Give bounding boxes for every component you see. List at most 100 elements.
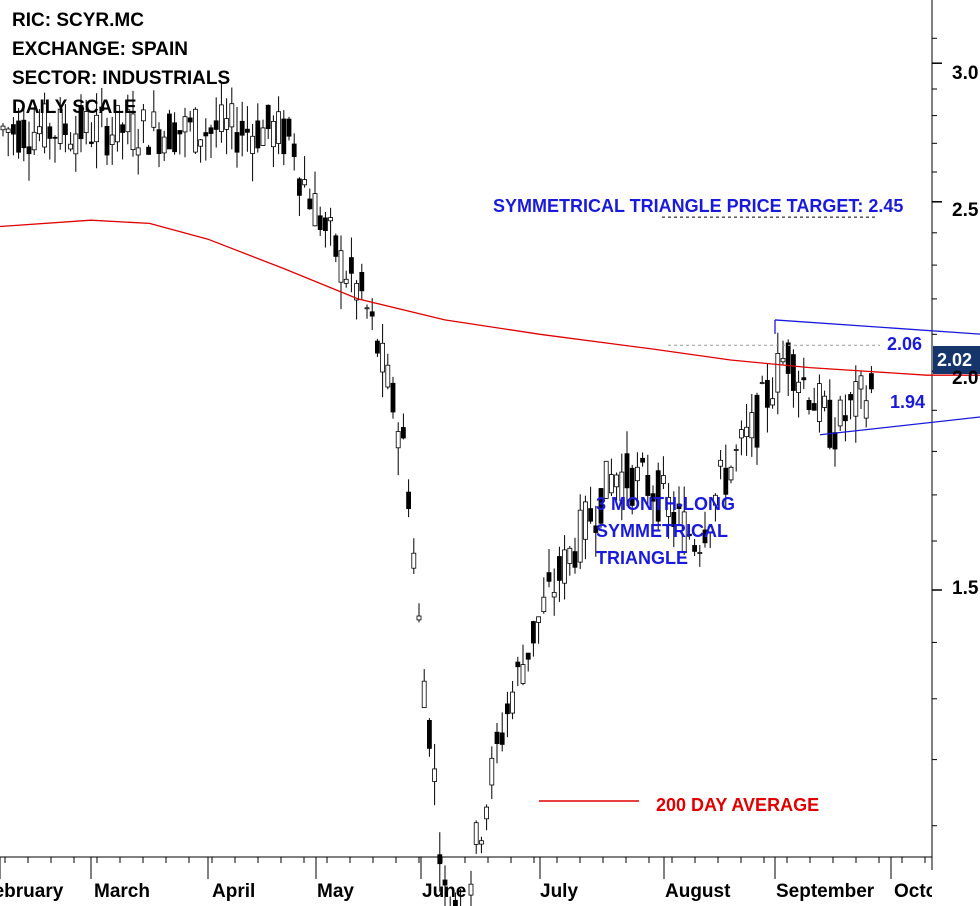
candle-down	[515, 661, 521, 668]
candle-up	[853, 381, 859, 417]
candle-down	[525, 652, 531, 660]
candle-down	[374, 340, 380, 354]
x-month-label: April	[212, 881, 256, 902]
candle-down	[655, 470, 661, 522]
candle-up	[749, 412, 755, 439]
x-month-label: August	[665, 881, 731, 902]
lower-level-label: 1.94	[890, 392, 926, 412]
triangle-lower-line	[819, 416, 980, 436]
candle-up	[520, 664, 526, 684]
candle-up	[551, 592, 557, 598]
candle-down	[177, 130, 183, 135]
candle-up	[697, 552, 703, 554]
candle-up	[421, 680, 427, 709]
candle-down	[869, 373, 874, 390]
candle-up	[583, 501, 588, 540]
candle-up	[614, 474, 619, 488]
candle-down	[406, 491, 412, 510]
candle-down	[645, 474, 651, 496]
candle-down	[650, 493, 656, 502]
y-tick-label: 3.0	[952, 63, 979, 84]
candle-down	[629, 467, 635, 506]
candle-down	[317, 215, 323, 231]
candle-up	[619, 471, 625, 502]
candle-down	[203, 132, 209, 137]
x-month-label: July	[540, 881, 579, 902]
candle-down	[848, 394, 853, 401]
candle-down	[369, 311, 375, 317]
candle-down	[291, 143, 297, 158]
candle-up	[151, 111, 157, 128]
candle-up	[364, 307, 370, 310]
candle-up	[338, 250, 344, 283]
candle-up	[109, 134, 115, 146]
candle-up	[198, 139, 204, 147]
candle-down	[400, 427, 406, 439]
candle-down	[239, 120, 245, 136]
candle-up	[42, 103, 47, 148]
candle-up	[733, 449, 739, 451]
candle-up	[68, 143, 73, 150]
candle-down	[843, 415, 848, 422]
candle-down	[442, 879, 448, 886]
candle-up	[759, 382, 765, 384]
candle-up	[666, 496, 671, 517]
pattern-label-3: TRIANGLE	[596, 548, 688, 568]
candle-down	[255, 120, 261, 149]
pattern-label-2: SYMMETRICAL	[596, 521, 728, 541]
candle-up	[822, 395, 827, 408]
candle-up	[5, 128, 11, 133]
candle-up	[562, 549, 567, 584]
candle-down	[593, 525, 599, 533]
candle-down	[546, 572, 552, 582]
candle-down	[333, 235, 339, 257]
candle-up	[577, 509, 583, 563]
price-target-label: SYMMETRICAL TRIANGLE PRICE TARGET: 2.45	[493, 196, 904, 216]
candle-down	[687, 533, 692, 537]
candle-up	[229, 103, 235, 128]
candle-up	[182, 116, 188, 133]
candle-up	[728, 466, 734, 481]
candle-up	[302, 179, 308, 186]
moving-average-line	[0, 219, 980, 376]
candle-down	[702, 529, 708, 544]
candle-up	[713, 494, 718, 506]
candle-up	[536, 616, 541, 623]
candle-down	[832, 432, 838, 450]
candle-up	[260, 127, 266, 146]
y-tick-label: 2.5	[952, 200, 979, 221]
candle-down	[557, 556, 562, 581]
candle-up	[739, 429, 744, 439]
candle-down	[671, 512, 677, 528]
candle-down	[499, 732, 505, 745]
candle-up	[661, 475, 666, 485]
candle-up	[609, 474, 614, 494]
candle-down	[676, 503, 682, 509]
scale-label: DAILY SCALE	[12, 97, 137, 118]
candle-up	[510, 691, 516, 714]
x-month-label: March	[94, 881, 150, 902]
candle-up	[468, 883, 474, 896]
candle-down	[47, 126, 53, 139]
candle-down	[754, 394, 760, 448]
candle-down	[359, 271, 365, 292]
candle-up	[707, 526, 713, 533]
last-price-badge: 2.02	[933, 346, 980, 374]
candle-down	[322, 217, 328, 231]
candle-down	[504, 703, 510, 715]
candle-up	[192, 108, 198, 153]
candle-down	[296, 178, 302, 196]
candle-down	[156, 129, 162, 154]
candle-up	[276, 111, 282, 144]
candle-down	[244, 128, 250, 133]
candle-up	[385, 364, 391, 388]
triangle-upper-line	[774, 319, 980, 335]
candle-up	[796, 381, 801, 394]
candle-down	[598, 488, 604, 524]
candle-up	[489, 757, 495, 786]
candle-up	[135, 147, 141, 156]
candle-down	[52, 136, 58, 139]
candle-down	[16, 120, 22, 153]
